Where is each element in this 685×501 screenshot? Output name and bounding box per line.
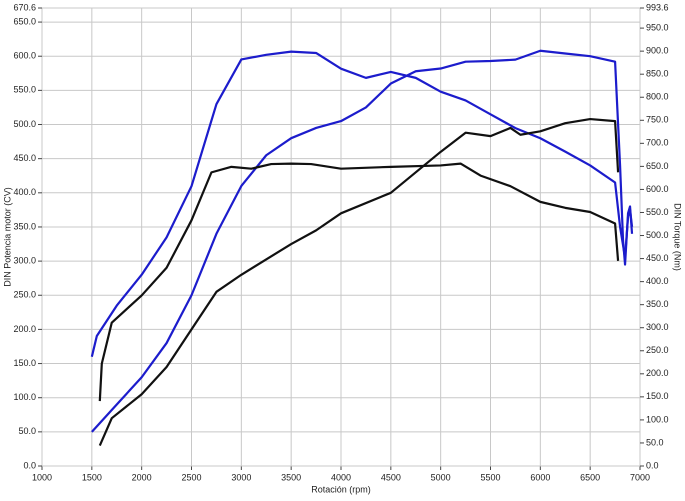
x-tick-label: 7000 [630,472,650,482]
x-tick-label: 5000 [431,472,451,482]
y2-tick-label: 100.0 [646,414,669,424]
y-tick-label: 450.0 [13,153,36,163]
y-axis-label: DIN Potencia motor (CV) [2,187,12,287]
series-line [98,162,620,402]
y-tick-label: 500.0 [13,119,36,129]
x-tick-label: 6500 [580,472,600,482]
x-axis-label: Rotación (rpm) [311,484,371,494]
y2-tick-label: 500.0 [646,230,669,240]
y2-tick-label: 450.0 [646,253,669,263]
y2-axis-label: DIN Torque (Nm) [673,203,683,271]
y2-tick-label: 350.0 [646,299,669,309]
x-tick-label: 2500 [181,472,201,482]
x-tick-label: 6000 [530,472,550,482]
y2-tick-label: 700.0 [646,138,669,148]
y-tick-label: 0.0 [23,460,36,470]
y-tick-label: 300.0 [13,255,36,265]
x-tick-label: 3000 [231,472,251,482]
series-line [90,50,634,358]
y-tick-label: 200.0 [13,324,36,334]
x-tick-label: 2000 [132,472,152,482]
series-line [91,49,634,433]
y-tick-label: 600.0 [13,51,36,61]
y2-tick-label: 400.0 [646,276,669,286]
x-tick-label: 4500 [381,472,401,482]
y-tick-label: 250.0 [13,290,36,300]
y-tick-label: 670.6 [13,2,36,12]
y2-tick-label: 0.0 [646,460,659,470]
y2-tick-label: 550.0 [646,207,669,217]
x-tick-label: 5500 [480,472,500,482]
x-tick-label: 1000 [32,472,52,482]
x-tick-label: 3500 [281,472,301,482]
y2-tick-label: 200.0 [646,368,669,378]
y2-tick-label: 750.0 [646,115,669,125]
y2-tick-label: 800.0 [646,92,669,102]
y-tick-label: 50.0 [18,426,36,436]
y2-tick-label: 950.0 [646,22,669,32]
y2-tick-label: 900.0 [646,46,669,56]
x-tick-label: 1500 [82,472,102,482]
y-tick-label: 400.0 [13,187,36,197]
y2-tick-label: 150.0 [646,391,669,401]
y2-tick-label: 600.0 [646,184,669,194]
y-tick-label: 350.0 [13,221,36,231]
y-tick-label: 650.0 [13,16,36,26]
y-tick-label: 150.0 [13,358,36,368]
y2-tick-label: 50.0 [646,437,664,447]
y2-tick-label: 300.0 [646,322,669,332]
y-tick-label: 100.0 [13,392,36,402]
series-line [98,117,620,446]
x-tick-label: 4000 [331,472,351,482]
y2-tick-label: 650.0 [646,161,669,171]
y2-tick-label: 993.6 [646,2,669,12]
y-tick-label: 550.0 [13,85,36,95]
y2-tick-label: 250.0 [646,345,669,355]
y2-tick-label: 850.0 [646,69,669,79]
